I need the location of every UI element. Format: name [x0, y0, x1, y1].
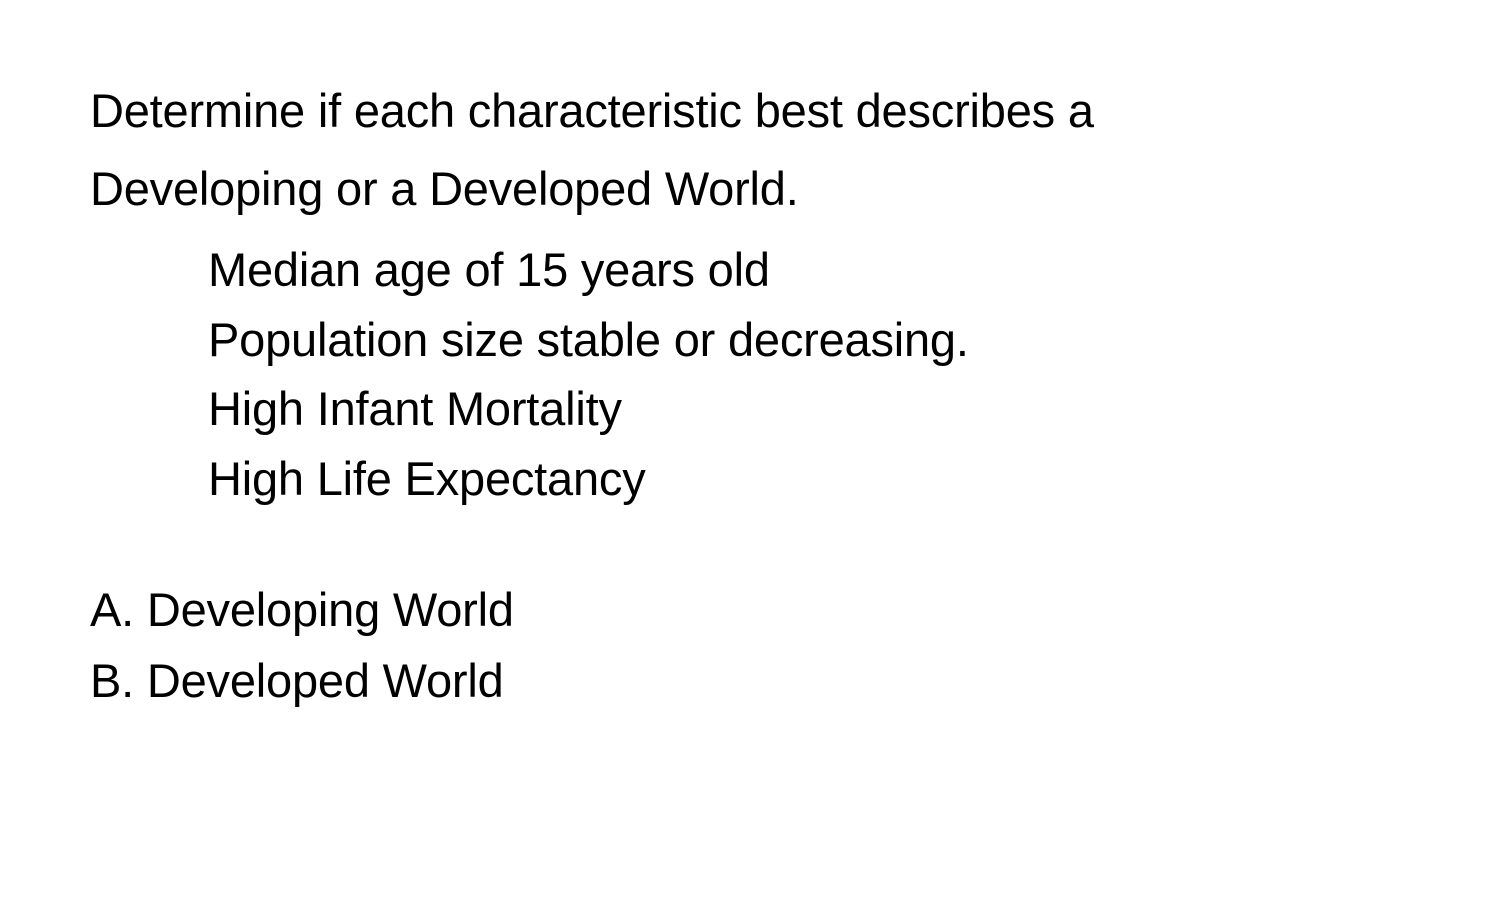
question-page: Determine if each characteristic best de… — [0, 0, 1500, 716]
answer-options: A. Developing World B. Developed World — [90, 575, 1410, 716]
option-b: B. Developed World — [90, 646, 1410, 717]
question-prompt: Determine if each characteristic best de… — [90, 72, 1410, 227]
characteristic-item: High Life Expectancy — [208, 444, 1410, 514]
prompt-line-2: Developing or a Developed World. — [90, 150, 1410, 228]
option-letter: A. — [90, 583, 134, 636]
characteristic-item: Median age of 15 years old — [208, 235, 1410, 305]
characteristic-item: High Infant Mortality — [208, 374, 1410, 444]
option-label: Developing World — [147, 583, 514, 636]
characteristic-list: Median age of 15 years old Population si… — [208, 235, 1410, 513]
option-a: A. Developing World — [90, 575, 1410, 646]
prompt-line-1: Determine if each characteristic best de… — [90, 72, 1410, 150]
option-label: Developed World — [147, 654, 504, 707]
option-letter: B. — [90, 654, 134, 707]
characteristic-item: Population size stable or decreasing. — [208, 305, 1410, 375]
